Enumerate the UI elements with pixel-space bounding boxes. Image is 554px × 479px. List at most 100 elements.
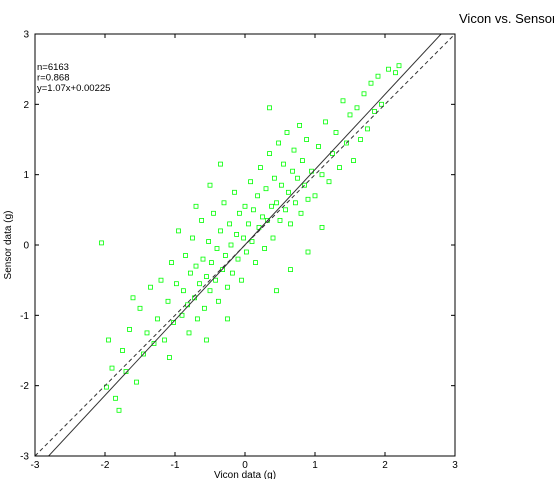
annotation-line: n=6163 <box>37 62 69 73</box>
data-point <box>358 137 363 142</box>
data-point <box>333 130 339 135</box>
data-point <box>340 98 346 104</box>
data-point <box>197 281 202 287</box>
data-point <box>326 179 332 185</box>
data-point <box>207 182 213 188</box>
data-point <box>257 165 263 171</box>
axes: -3 -2 -1 0 1 2 3 -3 -2 -1 0 1 2 3 Vicon data (g) Sensor… <box>3 30 458 479</box>
data-point <box>120 348 125 353</box>
y-tick-label: 2 <box>23 100 29 111</box>
data-point <box>193 263 199 269</box>
data-point <box>137 305 143 311</box>
identity-line <box>35 34 455 456</box>
data-point <box>235 256 241 262</box>
data-point <box>127 326 132 332</box>
data-point <box>236 210 242 216</box>
data-point <box>171 319 177 325</box>
data-point <box>207 288 213 294</box>
data-point <box>304 137 310 142</box>
data-point <box>386 66 391 72</box>
data-point <box>241 235 247 241</box>
data-point <box>199 217 205 223</box>
data-point <box>305 196 311 202</box>
data-point <box>214 246 220 251</box>
data-point <box>243 249 249 255</box>
data-point <box>206 239 212 244</box>
data-point <box>242 203 248 209</box>
data-point <box>295 175 300 181</box>
data-point <box>253 260 258 266</box>
data-point <box>187 270 193 276</box>
data-point <box>283 207 289 213</box>
data-point <box>232 189 237 195</box>
data-point <box>297 123 303 128</box>
data-point <box>302 182 307 188</box>
data-point <box>277 217 283 223</box>
chart-title: Vicon vs. Sensor <box>459 11 554 26</box>
data-point <box>141 351 146 357</box>
x-tick-label: -2 <box>101 460 110 471</box>
data-point <box>365 126 370 132</box>
data-point <box>213 277 219 283</box>
data-point <box>190 235 195 241</box>
data-point <box>225 316 230 322</box>
data-point <box>337 165 342 171</box>
data-point <box>292 200 298 206</box>
data-point <box>291 147 297 153</box>
data-point <box>201 305 207 311</box>
data-point <box>393 70 398 76</box>
data-point <box>249 239 255 244</box>
data-point <box>274 288 279 294</box>
y-tick-label: -2 <box>20 381 29 392</box>
data-point <box>208 260 214 266</box>
data-point <box>316 144 321 149</box>
data-point <box>166 355 172 360</box>
data-point <box>278 182 284 188</box>
data-point <box>106 337 111 343</box>
y-tick-label: -3 <box>20 452 29 463</box>
data-point <box>288 267 293 273</box>
data-point <box>267 105 272 111</box>
data-point <box>288 221 293 227</box>
data-point <box>222 253 228 258</box>
y-tick-label: 3 <box>23 30 29 41</box>
annotation-line: r=0.868 <box>37 73 70 84</box>
data-point <box>130 295 136 301</box>
data-points <box>99 63 402 413</box>
x-tick-label: 1 <box>312 460 318 471</box>
x-tick-label: 0 <box>242 460 248 471</box>
data-point <box>220 267 226 273</box>
x-tick-label: 3 <box>452 460 458 471</box>
data-point <box>144 330 150 336</box>
data-point <box>155 316 160 322</box>
data-point <box>269 203 275 209</box>
data-point <box>165 298 171 304</box>
data-point <box>225 284 230 290</box>
y-axis-label: Sensor data (g) <box>3 211 14 280</box>
data-point <box>162 337 167 343</box>
data-point <box>319 224 325 230</box>
data-point <box>368 80 374 86</box>
data-point <box>113 395 118 401</box>
y-tick-label: -1 <box>20 311 29 322</box>
data-point <box>134 379 139 385</box>
data-point <box>193 203 199 209</box>
data-point <box>211 210 216 216</box>
x-tick-label: -3 <box>31 460 40 471</box>
data-point <box>347 112 353 118</box>
data-point <box>284 130 290 135</box>
data-point <box>221 200 227 206</box>
data-point <box>176 228 181 234</box>
data-point <box>228 242 234 248</box>
data-point <box>263 186 269 192</box>
data-point <box>151 341 157 346</box>
y-tick-label: 0 <box>23 241 29 252</box>
data-point <box>372 109 377 114</box>
regression-lines <box>35 34 455 456</box>
data-point <box>109 365 115 371</box>
data-point <box>260 214 265 220</box>
data-point <box>351 158 356 164</box>
data-point <box>227 221 233 227</box>
